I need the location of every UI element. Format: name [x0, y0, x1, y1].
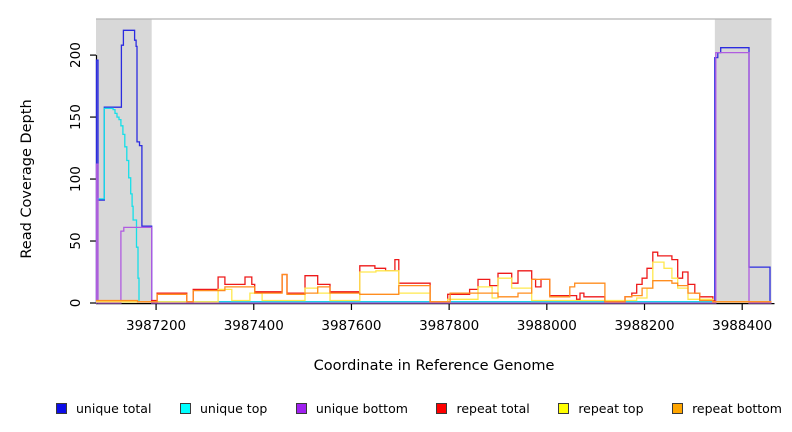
legend-label: repeat top	[578, 400, 644, 416]
legend-label: unique top	[199, 400, 268, 416]
legend-item: unique top	[179, 400, 268, 416]
series-repeat-bottom	[96, 273, 772, 303]
legend-swatch-icon	[179, 402, 191, 414]
series-repeat-total	[96, 251, 772, 303]
legend-item: unique bottom	[295, 400, 408, 416]
y-tick-label: 50	[68, 232, 84, 249]
x-tick-label: 3988200	[614, 318, 674, 334]
x-tick-label: 3988000	[517, 318, 577, 334]
legend-label: repeat bottom	[692, 400, 782, 416]
legend-label: repeat total	[456, 400, 530, 416]
legend-swatch-icon	[436, 402, 448, 414]
series-unique-total	[95, 29, 772, 304]
x-tick-label: 3987400	[224, 318, 284, 334]
legend-item: unique total	[56, 401, 151, 416]
x-tick-label: 3987200	[126, 318, 186, 334]
y-axis-label: Read Coverage Depth	[19, 99, 35, 259]
x-axis-label: Coordinate in Reference Genome	[313, 358, 555, 374]
legend-swatch-icon	[672, 402, 684, 414]
x-tick-label: 3988400	[712, 318, 772, 334]
legend-item: repeat bottom	[672, 401, 782, 416]
y-tick-label: 150	[68, 104, 84, 130]
x-tick-label: 3987800	[419, 318, 479, 334]
legend-label: unique total	[76, 400, 152, 416]
series-unique-top	[96, 107, 772, 303]
y-tick-label: 200	[68, 42, 84, 68]
legend: unique total unique top unique bottom repea…	[56, 398, 782, 418]
legend-item: repeat top	[558, 400, 644, 416]
legend-label: unique bottom	[315, 400, 408, 416]
legend-item: repeat total	[436, 400, 530, 416]
x-tick-label: 3987600	[321, 318, 381, 334]
right-repeat-region	[714, 19, 772, 303]
y-tick-label: 0	[68, 299, 84, 308]
y-tick-label: 100	[68, 166, 84, 192]
legend-swatch-icon	[295, 402, 307, 414]
legend-swatch-icon	[558, 402, 570, 414]
series-repeat-top	[96, 261, 772, 303]
series-unique-bottom	[95, 51, 772, 304]
legend-swatch-icon	[56, 402, 67, 414]
